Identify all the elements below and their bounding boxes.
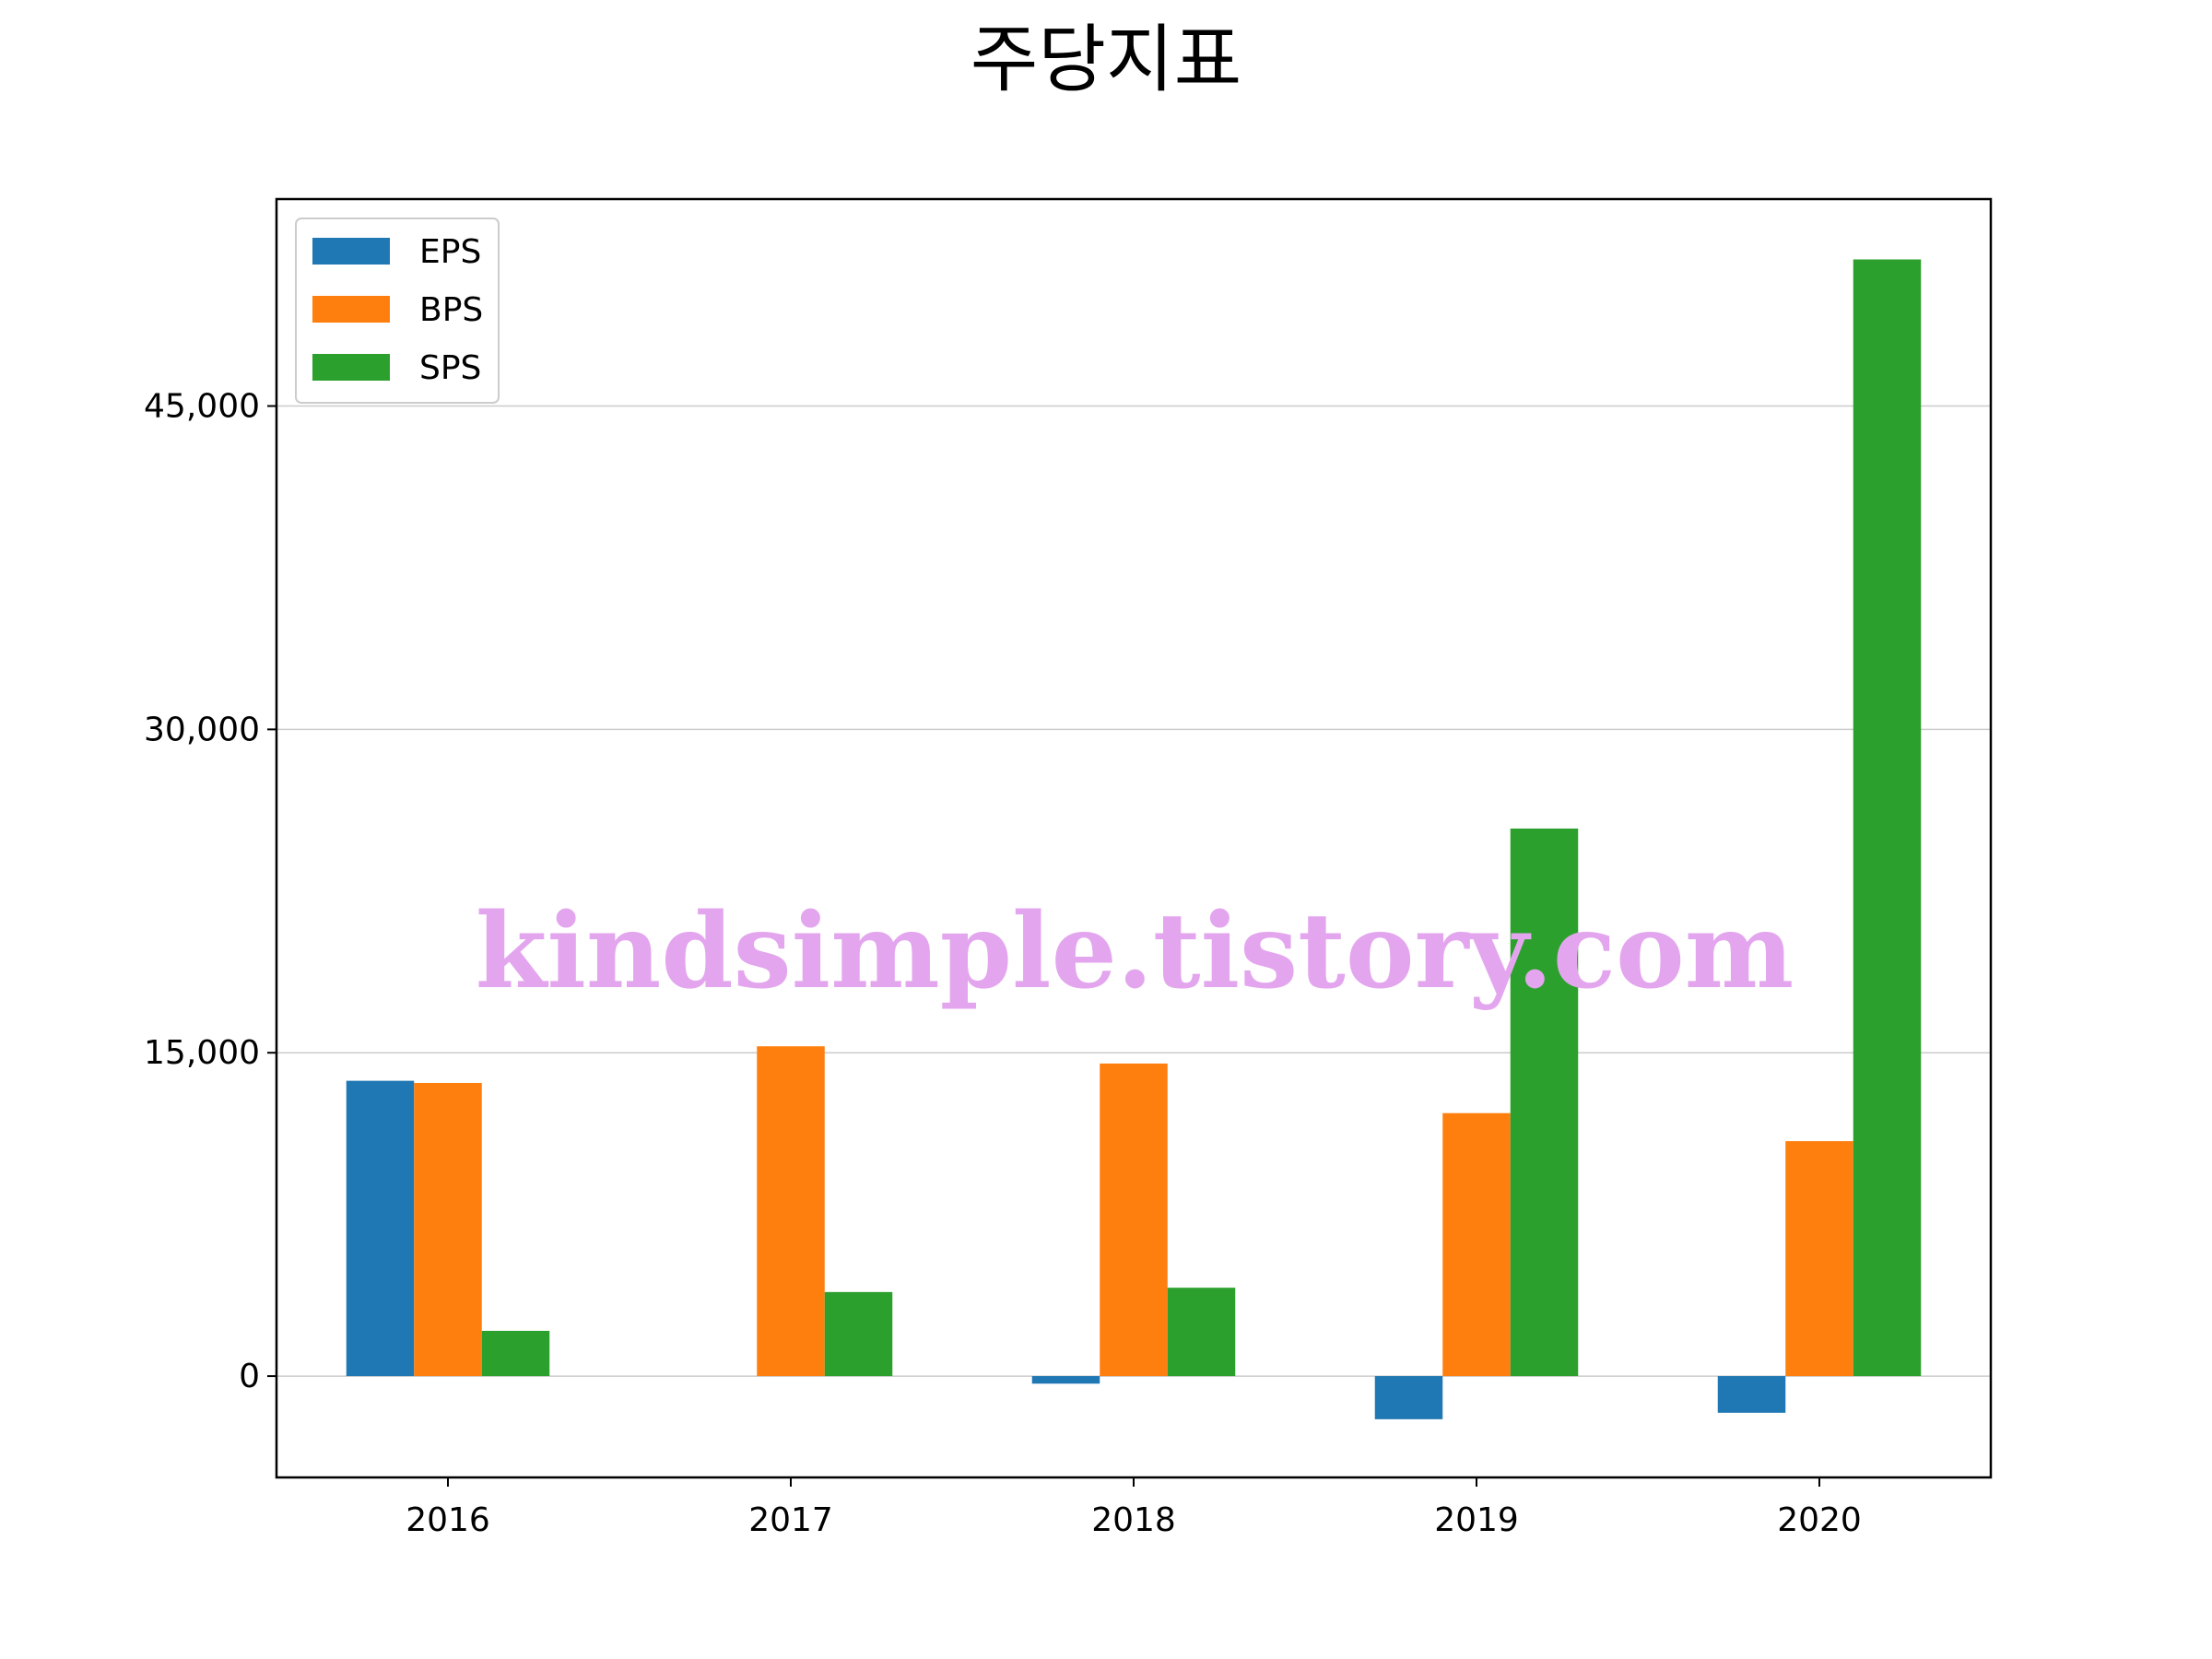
x-tick-label: 2020 bbox=[1777, 1501, 1862, 1539]
legend-label-sps: SPS bbox=[419, 349, 481, 387]
y-axis: 0 15,000 30,000 45,000 bbox=[144, 388, 276, 1395]
y-tick-label: 0 bbox=[239, 1358, 260, 1395]
bar-eps-2019 bbox=[1374, 1376, 1443, 1419]
bar-sps-2017 bbox=[824, 1291, 893, 1377]
legend-label-bps: BPS bbox=[419, 291, 483, 329]
x-axis: 2016 2017 2018 2019 2020 bbox=[406, 1477, 1862, 1539]
legend-swatch-sps bbox=[312, 354, 390, 381]
bar-bps-2018 bbox=[1100, 1063, 1168, 1377]
chart-title: 주당지표 bbox=[971, 17, 1241, 102]
bar-bps-2016 bbox=[414, 1082, 482, 1377]
bars bbox=[346, 259, 1922, 1419]
bar-eps-2020 bbox=[1717, 1376, 1786, 1413]
y-tick-label: 15,000 bbox=[144, 1034, 260, 1072]
legend-label-eps: EPS bbox=[419, 233, 481, 271]
x-tick-label: 2016 bbox=[406, 1501, 490, 1539]
x-tick-label: 2018 bbox=[1091, 1501, 1176, 1539]
y-tick-label: 45,000 bbox=[144, 388, 260, 426]
legend: EPS BPS SPS bbox=[295, 218, 500, 404]
bar-eps-2018 bbox=[1031, 1376, 1100, 1384]
bar-bps-2020 bbox=[1785, 1141, 1853, 1377]
bar-sps-2019 bbox=[1510, 828, 1579, 1377]
y-tick-label: 30,000 bbox=[144, 711, 260, 748]
x-tick-label: 2017 bbox=[748, 1501, 833, 1539]
legend-swatch-bps bbox=[312, 296, 390, 323]
bar-sps-2020 bbox=[1853, 259, 1922, 1377]
watermark-text: kindsimple.tistory.com bbox=[476, 891, 1794, 1012]
bar-bps-2017 bbox=[757, 1046, 825, 1377]
bar-sps-2016 bbox=[481, 1330, 550, 1377]
bar-eps-2016 bbox=[346, 1080, 415, 1377]
legend-swatch-eps bbox=[312, 238, 390, 265]
bar-sps-2018 bbox=[1167, 1288, 1236, 1377]
bar-bps-2019 bbox=[1442, 1112, 1511, 1377]
x-tick-label: 2019 bbox=[1434, 1501, 1519, 1539]
